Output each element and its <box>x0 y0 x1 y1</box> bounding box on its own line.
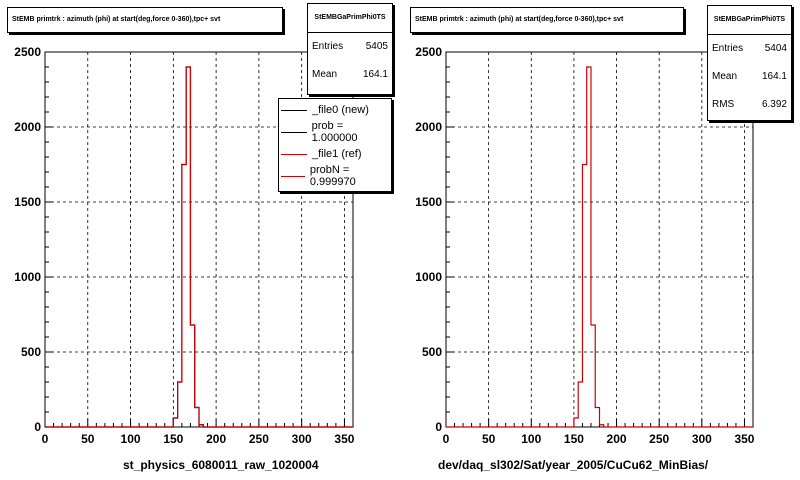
panel1-histogram-series-1 <box>45 66 353 428</box>
legend-swatch-probn <box>281 175 305 177</box>
panel2-xaxis-title: dev/daq_sl302/Sat/year_2005/CuCu62_MinBi… <box>438 458 709 472</box>
panel1-y-tick-label: 500 <box>21 345 41 359</box>
panel2-y-tick-label: 500 <box>422 345 442 359</box>
legend-swatch-file0 <box>281 109 307 111</box>
panel1-xaxis-title: st_physics_6080011_raw_1020004 <box>123 458 319 472</box>
panel2-x-tick-label: 350 <box>734 432 754 446</box>
panel1-x-tick-label: 350 <box>334 432 354 446</box>
panel2-x-tick-label: 300 <box>692 432 712 446</box>
panel2-y-tick-label: 0 <box>435 420 442 434</box>
legend-swatch-file1 <box>281 153 307 155</box>
panel1-entries-value: 5405 <box>365 41 388 52</box>
panel1-mean-value: 164.1 <box>362 69 388 80</box>
panel2-y-tick-label: 2000 <box>415 120 442 134</box>
panel1-x-tick-label: 200 <box>206 432 226 446</box>
legend-label-probn: probN = 0.999970 <box>309 164 356 188</box>
panel1-title-box: StEMB primtrk : azimuth (phi) at start(d… <box>7 7 283 33</box>
panel1-entries-label: Entries <box>312 41 344 52</box>
panel1-x-tick-label: 0 <box>42 432 49 446</box>
panel1-title: StEMB primtrk : azimuth (phi) at start(d… <box>12 16 221 23</box>
panel2-rms-label: RMS <box>712 99 735 110</box>
panel2-title-box: StEMB primtrk : azimuth (phi) at start(d… <box>410 7 684 33</box>
legend-entry-file0: _file0 (new) <box>279 99 391 121</box>
panel2-title: StEMB primtrk : azimuth (phi) at start(d… <box>415 16 624 23</box>
panel2-stats-entries-row: Entries 5404 <box>708 35 791 63</box>
panel1-legend: _file0 (new) prob = 1.000000 _file1 (ref… <box>278 98 392 192</box>
panel1-y-tick-label: 0 <box>34 420 41 434</box>
panel1-x-tick-label: 250 <box>249 432 269 446</box>
panel2-mean-label: Mean <box>712 71 738 82</box>
panel2-x-tick-label: 0 <box>443 432 450 446</box>
panel1-stats-name: StEMBGaPrimPhi0TS <box>308 4 392 33</box>
panel1-stats-box: StEMBGaPrimPhi0TS Entries 5405 Mean 164.… <box>307 3 393 95</box>
panel1-y-tick-label: 2000 <box>14 120 41 134</box>
legend-label-prob: prob = 1.000000 <box>311 120 358 144</box>
panel2-stats-box: StEMBGaPrimPhi0TS Entries 5404 Mean 164.… <box>707 5 792 121</box>
panel2-stats-rms-row: RMS 6.392 <box>708 91 791 119</box>
panel2-x-tick-label: 250 <box>649 432 669 446</box>
panel2-stats-mean-row: Mean 164.1 <box>708 63 791 91</box>
panel2-x-tick-label: 200 <box>607 432 627 446</box>
legend-swatch-prob <box>281 131 307 133</box>
panel1-y-tick-label: 1500 <box>14 195 41 209</box>
panel1-mean-label: Mean <box>312 69 338 80</box>
legend-label-file0: _file0 (new) <box>312 104 369 116</box>
panel2-entries-label: Entries <box>712 43 744 54</box>
panel1-x-tick-label: 300 <box>292 432 312 446</box>
legend-label-file1: _file1 (ref) <box>312 148 362 160</box>
panel1-x-tick-label: 150 <box>163 432 183 446</box>
panel2-x-tick-label: 50 <box>482 432 496 446</box>
panel1-stats-entries-row: Entries 5405 <box>308 33 392 61</box>
legend-entry-prob: prob = 1.000000 <box>279 120 391 144</box>
panel1-x-tick-label: 50 <box>81 432 95 446</box>
panel2-x-tick-label: 150 <box>564 432 584 446</box>
panel2-histogram-series-0 <box>446 66 753 428</box>
panel2-y-tick-label: 1500 <box>415 195 442 209</box>
panel2-stats-name: StEMBGaPrimPhi0TS <box>708 6 791 35</box>
legend-entry-probn: probN = 0.999970 <box>279 164 391 188</box>
panel2-rms-value: 6.392 <box>761 99 787 110</box>
panel1-x-tick-label: 100 <box>121 432 141 446</box>
panel2-x-tick-label: 100 <box>521 432 541 446</box>
legend-entry-file1: _file1 (ref) <box>279 143 391 165</box>
panel2-y-tick-label: 2500 <box>415 45 442 59</box>
panel2-y-tick-label: 1000 <box>415 270 442 284</box>
panel1-y-tick-label: 1000 <box>14 270 41 284</box>
panel1-stats-mean-row: Mean 164.1 <box>308 61 392 89</box>
panel1-y-tick-label: 2500 <box>14 45 41 59</box>
panel2-entries-value: 5404 <box>764 43 787 54</box>
panel2-mean-value: 164.1 <box>761 71 787 82</box>
